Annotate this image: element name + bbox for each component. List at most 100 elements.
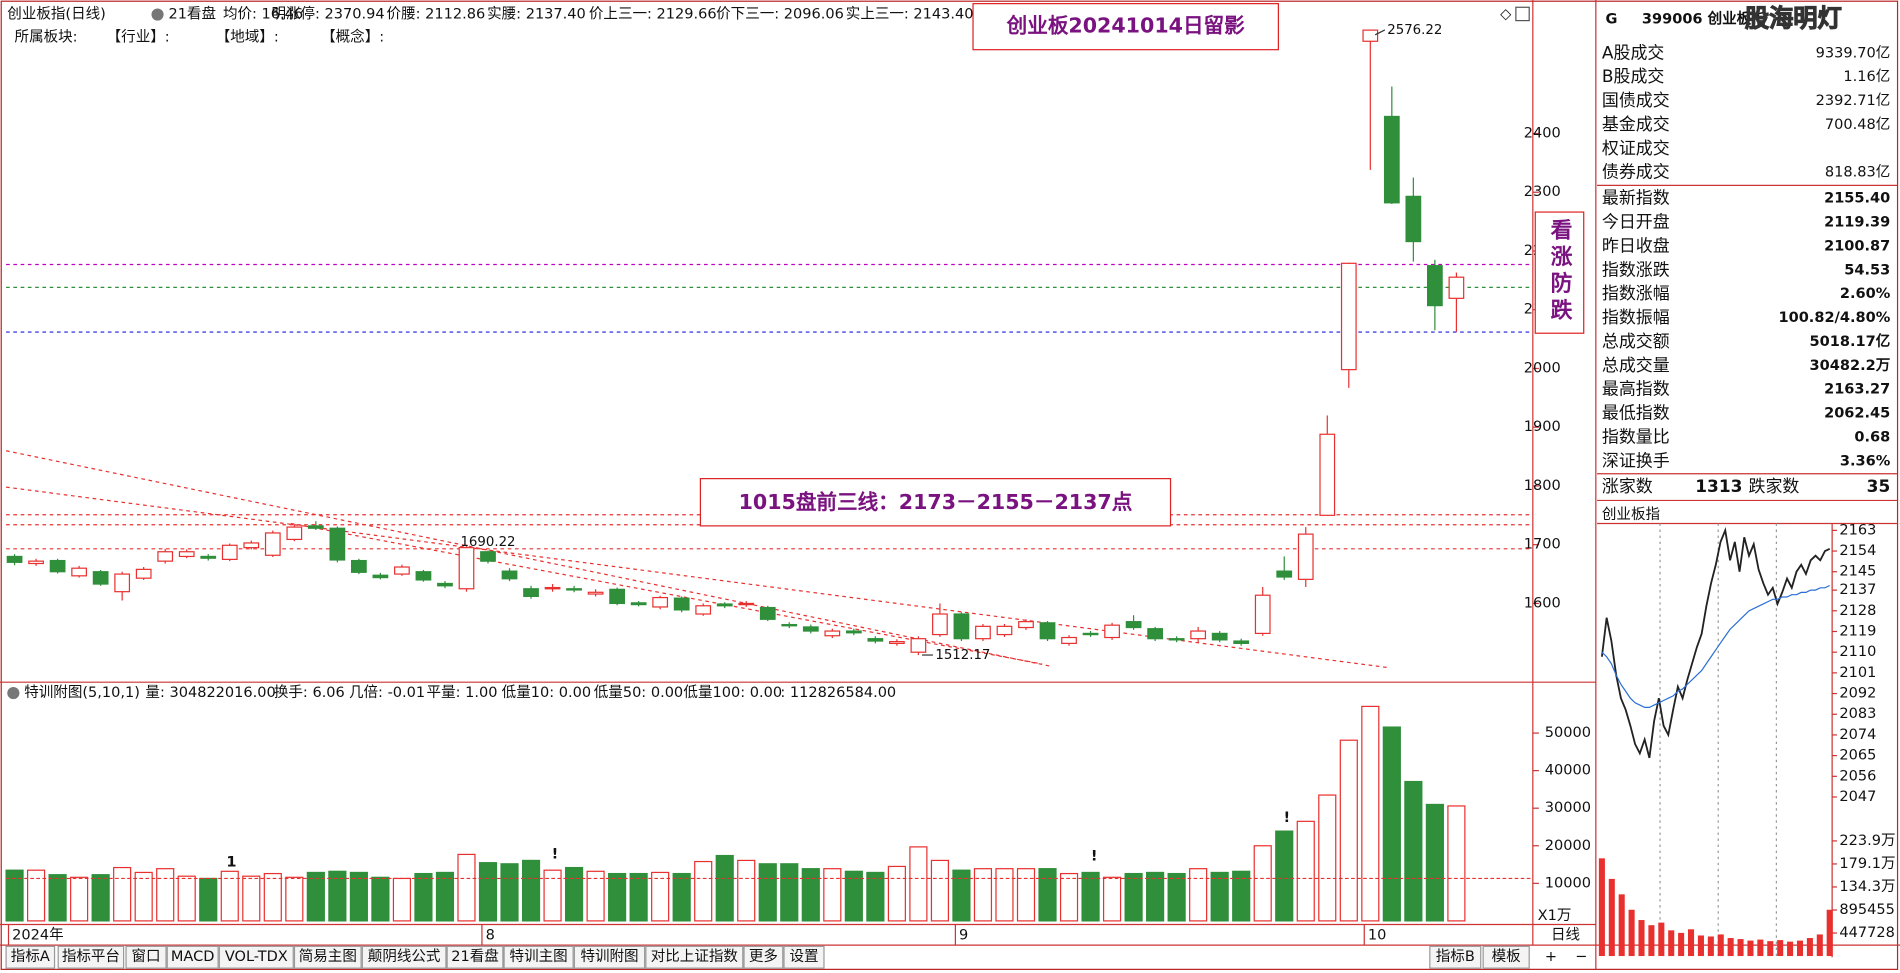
tab[interactable] — [1482, 945, 1530, 969]
tab[interactable] — [5, 945, 56, 969]
tab-label[interactable]: VOL-TDX — [225, 949, 288, 965]
tab-label[interactable]: MACD — [171, 949, 215, 965]
panel-value: 0.68 — [1854, 429, 1890, 445]
tab-label[interactable]: 模板 — [1492, 947, 1522, 965]
tab-label[interactable]: 指标A — [11, 948, 50, 965]
price-label: 1690.22 — [460, 535, 515, 550]
panel-value: 700.48亿 — [1825, 116, 1890, 133]
volume-bar — [887, 865, 906, 922]
icon[interactable] — [7, 687, 20, 700]
signal-marker: ! — [552, 846, 559, 862]
volume-bar — [801, 868, 820, 922]
volume-bar — [1189, 868, 1208, 922]
icon[interactable]: ◇ — [1500, 7, 1512, 23]
candle-body — [1168, 638, 1185, 641]
tab[interactable] — [57, 945, 125, 969]
volume-bar — [1124, 872, 1143, 922]
candle-body — [1125, 621, 1142, 629]
volume-bar — [1275, 830, 1294, 922]
tab-label[interactable]: 简易主图 — [299, 948, 357, 965]
period-label[interactable]: 日线 — [1551, 926, 1580, 943]
panel-value: 5018.17亿 — [1810, 332, 1891, 350]
zoom-button[interactable]: − — [1575, 949, 1587, 965]
candle-body — [372, 574, 389, 579]
signal-marker: 1 — [226, 855, 236, 871]
volume-bar — [134, 871, 153, 922]
candle-body — [975, 625, 991, 640]
zoom-button[interactable]: + — [1545, 949, 1557, 965]
tab-label[interactable]: 颠阴线公式 — [368, 948, 441, 965]
y-tick-label: 2047 — [1839, 789, 1876, 805]
tab[interactable] — [446, 945, 504, 969]
indicator-legend: : 112826584.00 — [780, 685, 896, 701]
volume-bar — [328, 870, 347, 922]
y-tick-label: 2000 — [1524, 360, 1561, 376]
tab-label[interactable]: 21看盘 — [451, 947, 499, 965]
volume-bar — [1404, 780, 1423, 922]
header-item: 价下三一: 2096.06 — [716, 7, 844, 23]
panel-value: 2163.27 — [1824, 382, 1890, 398]
tab[interactable] — [361, 945, 447, 969]
candle-body — [716, 603, 733, 607]
intraday-volume-bar — [1796, 940, 1804, 957]
tab-label[interactable]: 对比上证指数 — [651, 948, 739, 965]
tab-label[interactable]: 窗口 — [132, 947, 161, 965]
candle-body — [200, 555, 217, 559]
tab-label[interactable]: 设置 — [789, 948, 818, 965]
tab[interactable] — [166, 945, 219, 969]
volume-bar — [371, 876, 390, 922]
volume-bar — [973, 868, 993, 922]
tab[interactable] — [1429, 945, 1482, 969]
y-tick-label: 2300 — [1524, 184, 1561, 200]
panel-label: 指数涨跌 — [1602, 259, 1670, 279]
tab[interactable] — [125, 945, 167, 969]
volume-bar — [1167, 872, 1186, 922]
y-tick-label: 2119 — [1839, 623, 1876, 639]
panel-code: G — [1606, 11, 1618, 27]
candle-body — [6, 555, 23, 563]
candle-body — [1082, 632, 1099, 636]
panel-value: 2062.45 — [1824, 406, 1890, 422]
signal-marker: ! — [1091, 849, 1098, 865]
tab[interactable] — [743, 945, 784, 969]
tab[interactable] — [645, 945, 744, 969]
volume-bar — [930, 859, 950, 922]
sector-label: 【概念】: — [321, 28, 384, 46]
annotations: 创业板20241014日留影 1015盘前三线：2173－2155－2137点 … — [699, 3, 1585, 527]
panel-label: 指数量比 — [1602, 426, 1670, 446]
volume-bar — [758, 863, 777, 922]
tab[interactable] — [293, 945, 362, 969]
volume-bar — [521, 859, 541, 922]
panel-value: 30482.2万 — [1810, 357, 1891, 374]
tab[interactable] — [783, 945, 825, 969]
volume-bar — [1382, 726, 1401, 922]
volume-bar — [694, 860, 713, 922]
panel-value: 818.83亿 — [1825, 164, 1890, 181]
volume-bar — [780, 863, 799, 922]
volume-bar — [392, 877, 412, 922]
volume-bar — [199, 877, 218, 922]
tab-label[interactable]: 指标B — [1436, 948, 1475, 965]
icon[interactable] — [151, 8, 164, 21]
tab[interactable] — [503, 945, 574, 969]
tab-label[interactable]: 特训附图 — [580, 948, 638, 965]
candle-body — [1276, 570, 1293, 578]
panel-label: 最低指数 — [1602, 403, 1670, 423]
candle-body — [501, 570, 518, 580]
tab-label[interactable]: 更多 — [749, 948, 778, 965]
x-tick-label: 10 — [1368, 927, 1387, 943]
tab[interactable] — [218, 945, 294, 969]
volume-bar — [651, 871, 670, 922]
tab[interactable] — [573, 945, 646, 969]
tab-label[interactable]: 指标平台 — [62, 948, 120, 965]
tab-label[interactable]: 特训主图 — [510, 948, 568, 965]
volume-bar — [70, 876, 89, 922]
chart-name: 创业板指(日线) — [7, 5, 106, 23]
icon[interactable] — [1515, 6, 1530, 22]
indicator-legend: 低量50: 0.00 — [594, 684, 683, 701]
intraday-volume-bar — [1777, 940, 1784, 957]
y-tick-label: 134.3万 — [1839, 879, 1895, 895]
intraday-volume-bar — [1648, 925, 1655, 957]
candle-body — [587, 591, 604, 595]
candle-body — [609, 588, 625, 605]
